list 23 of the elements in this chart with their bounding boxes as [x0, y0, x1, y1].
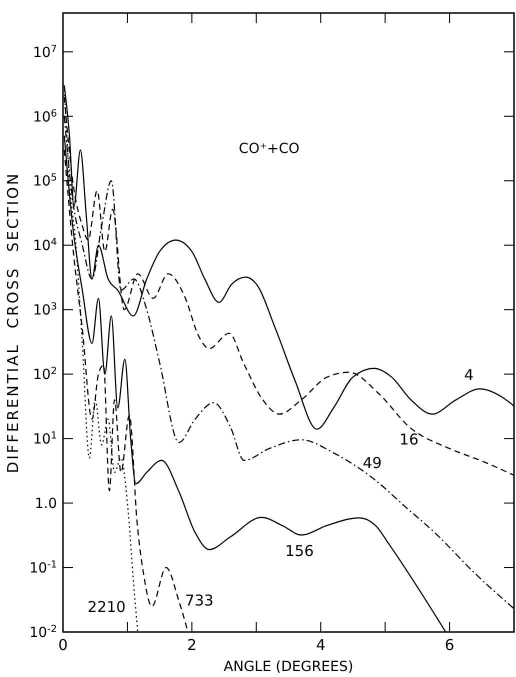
series-label: 733: [184, 591, 214, 610]
y-tick-label: 10$^{5}$: [32, 172, 57, 190]
y-tick-label: 10$^{-2}$: [29, 624, 57, 641]
series-label: 16: [399, 430, 419, 449]
x-axis-title: ANGLE (DEGREES): [224, 659, 354, 675]
series-label: 2210: [88, 598, 126, 616]
x-tick-label: 6: [444, 636, 454, 654]
series-label: 49: [362, 454, 382, 472]
text: CO⁺+CO: [238, 141, 300, 157]
series-label: 156: [285, 542, 314, 560]
y-tick-label: 10$^{3}$: [32, 301, 57, 319]
x-tick-label: 4: [316, 636, 326, 654]
y-tick-label: 10$^{-1}$: [29, 559, 57, 577]
x-tick-label: 2: [187, 636, 197, 654]
y-tick-label: 10$^{4}$: [32, 236, 57, 254]
y-tick-label: 1.0: [34, 496, 57, 512]
y-tick-label: 10$^{7}$: [32, 43, 57, 61]
y-tick-label: 10$^{6}$: [32, 108, 57, 126]
y-axis-title: DIFFERENTIAL CROSS SECTION: [4, 172, 22, 474]
legend-label: 4: [464, 366, 474, 384]
y-tick-label: 10$^{2}$: [32, 366, 57, 384]
x-tick-label: 0: [58, 636, 68, 654]
y-tick-label: 10$^{1}$: [32, 430, 57, 448]
